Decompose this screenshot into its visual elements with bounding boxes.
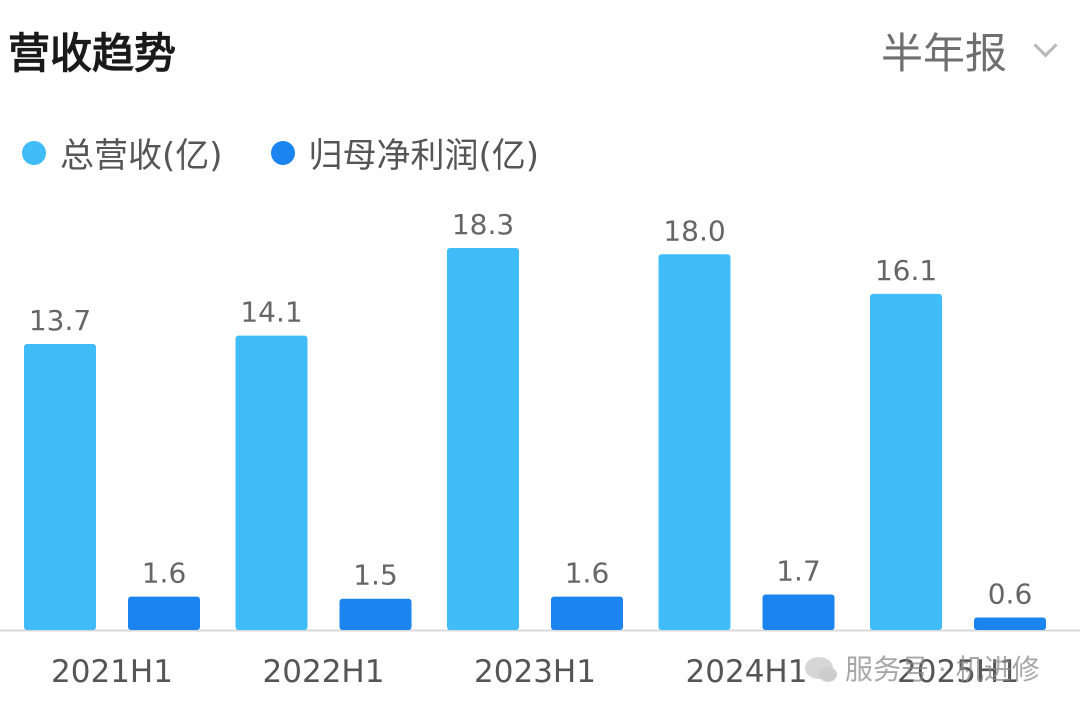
data-label-revenue-2022H1: 14.1 [240,296,302,329]
x-tick-label-2025H1: 2025H1 [897,654,1019,690]
data-label-revenue-2024H1: 18.0 [663,214,725,247]
data-label-revenue-2023H1: 18.3 [452,208,514,241]
period-label: 半年报 [880,29,1007,78]
bar-profit-2024H1 [762,594,835,630]
bar-profit-2025H1 [974,617,1046,630]
data-label-profit-2024H1: 1.7 [776,555,821,588]
bar-profit-2021H1 [128,596,200,630]
legend-dot-profit [270,140,295,165]
x-tick-label-2022H1: 2022H1 [263,654,385,690]
data-label-revenue-2021H1: 13.7 [29,304,91,337]
x-tick-label-2024H1: 2024H1 [686,654,808,690]
legend-label-profit: 归母净利润(亿) [308,136,540,176]
bar-revenue-2022H1 [235,335,308,630]
data-label-revenue-2025H1: 16.1 [875,254,937,287]
bar-revenue-2023H1 [447,248,519,630]
chart-legend: 总营收(亿) 归母净利润(亿) [22,128,587,177]
wechat-icon [805,657,837,682]
bar-revenue-2021H1 [24,344,96,630]
period-dropdown[interactable]: 半年报 [880,20,1058,81]
data-label-profit-2023H1: 1.6 [565,557,610,590]
legend-label-revenue: 总营收(亿) [60,136,223,176]
data-label-profit-2022H1: 1.5 [353,559,398,592]
bar-profit-2022H1 [339,598,412,630]
data-label-profit-2025H1: 0.6 [988,577,1033,610]
data-label-profit-2021H1: 1.6 [142,557,187,590]
x-tick-label-2023H1: 2023H1 [474,654,596,690]
chart-title: 营收趋势 [8,29,177,78]
watermark-text: 服务号 · 机进修 [845,653,1040,686]
watermark: 服务号 · 机进修 [805,648,1040,688]
legend-dot-revenue [22,140,46,165]
bar-revenue-2025H1 [870,293,942,630]
x-tick-label-2021H1: 2021H1 [51,654,173,690]
bar-profit-2023H1 [551,596,623,630]
bar-revenue-2024H1 [658,254,731,630]
legend-item-revenue[interactable]: 总营收(亿) [22,128,223,177]
legend-item-profit[interactable]: 归母净利润(亿) [270,128,540,177]
